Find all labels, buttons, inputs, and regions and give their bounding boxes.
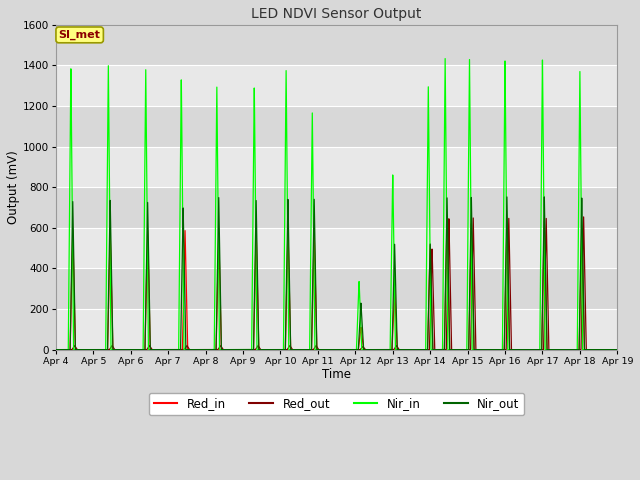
Title: LED NDVI Sensor Output: LED NDVI Sensor Output — [252, 7, 422, 21]
Bar — [56, 228, 618, 268]
Bar — [56, 25, 618, 65]
Bar — [56, 106, 618, 147]
Bar — [56, 147, 618, 187]
Bar — [56, 268, 618, 309]
Y-axis label: Output (mV): Output (mV) — [7, 150, 20, 224]
Bar — [56, 309, 618, 349]
Legend: Red_in, Red_out, Nir_in, Nir_out: Red_in, Red_out, Nir_in, Nir_out — [149, 393, 524, 415]
Bar — [56, 65, 618, 106]
Text: SI_met: SI_met — [59, 30, 100, 40]
Bar — [56, 187, 618, 228]
X-axis label: Time: Time — [322, 368, 351, 382]
